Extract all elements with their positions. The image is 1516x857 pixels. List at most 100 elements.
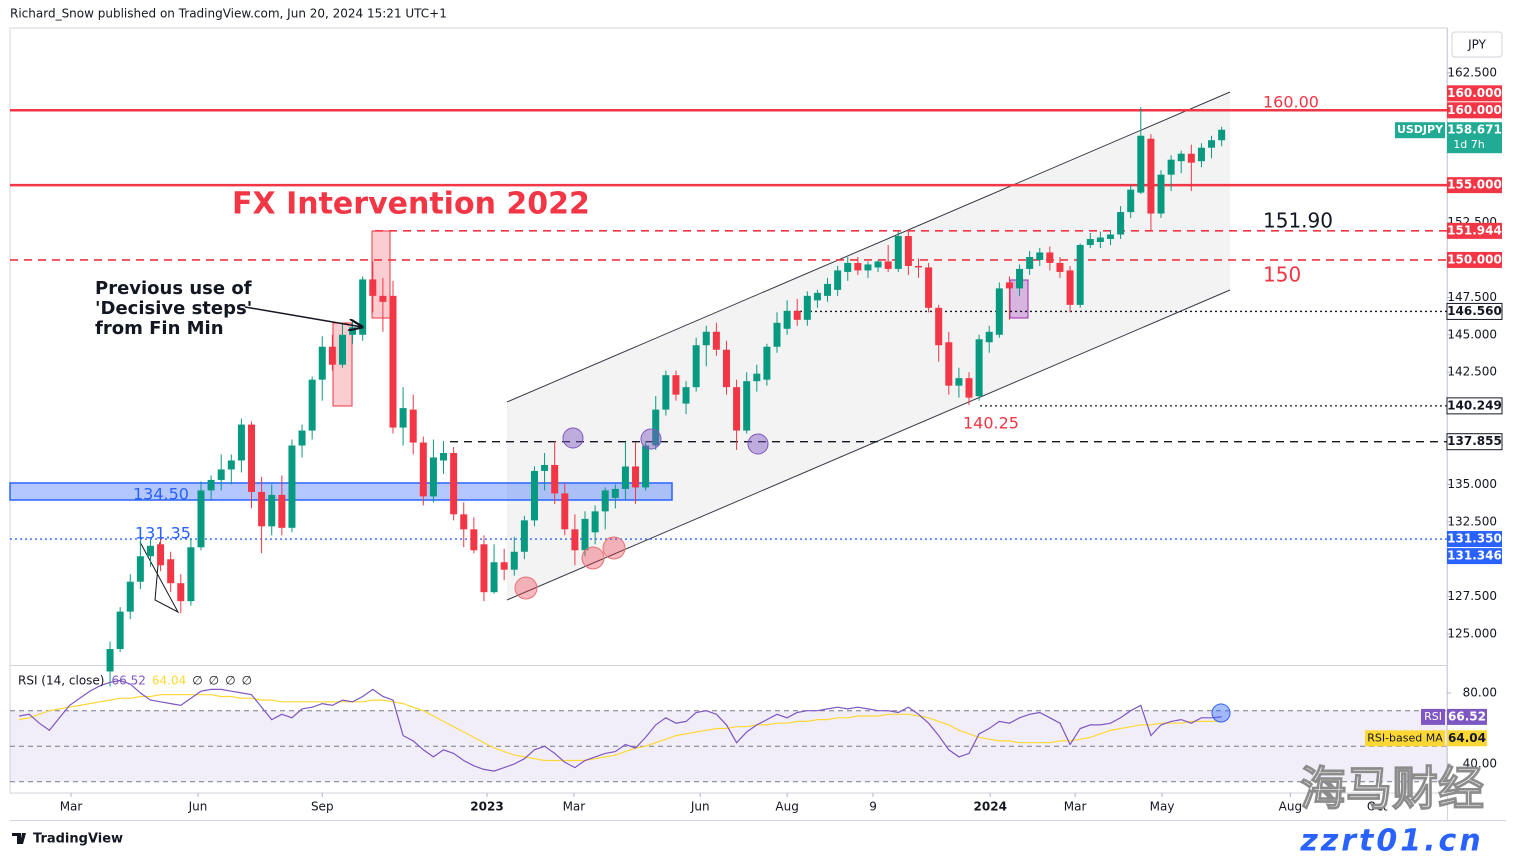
candle-body [157,544,165,566]
x-tick-label: Jun [690,800,710,814]
candle-body [1066,270,1074,305]
symbol-label-box [1395,122,1445,139]
currency-button[interactable] [1451,31,1503,58]
candle-body [834,270,842,290]
candle-body [419,442,427,497]
price-label: 150.000 [1447,252,1502,266]
candle-body [743,381,751,431]
touch-circle [747,433,769,455]
candle-body [429,457,437,497]
y-tick-label: 127.500 [1447,589,1497,603]
candle-body [1076,244,1084,305]
candle-body [884,261,892,269]
rsi-value: 64.04 [1448,731,1486,745]
candle-body [1016,268,1024,289]
touch-circle [581,546,605,570]
price-label-box [1446,433,1503,451]
candle-body [642,445,650,488]
candle-body [1187,153,1195,163]
candle-body [925,267,933,308]
candle-body [389,295,397,428]
candle-body [530,470,538,521]
candle-body [470,529,478,551]
candle-body [1106,234,1114,240]
price-label-box [1447,531,1502,548]
candle-body [914,265,922,268]
candle-body [1167,159,1175,175]
annotation-text: 160.00 [1263,93,1319,112]
candle-body [965,378,973,398]
candle-body [308,379,316,431]
touch-circle [602,536,626,560]
candle-body [733,387,741,431]
last-price: 158.671 [1447,123,1502,137]
candle-body [248,424,256,492]
price-label: 160.000 [1447,103,1502,117]
y-tick-label: 147.500 [1447,290,1497,304]
candle-body [237,424,245,461]
candle-body [1036,252,1044,260]
annotation-text: 140.25 [963,414,1019,433]
candle-body [813,292,821,301]
annotation-text: 151.90 [1263,209,1333,233]
candle-body [167,559,175,584]
candle-body [1197,147,1205,162]
x-tick-label: Jun [188,800,208,814]
candle-body [440,452,448,461]
candle-body [955,378,963,386]
candle-body [1157,174,1165,214]
candle-body [824,283,832,296]
x-tick-label: 2023 [470,800,503,814]
y-tick-label: 135.000 [1447,477,1497,491]
candle-body [611,488,619,498]
price-label-box [1447,102,1502,119]
candle-body [500,562,508,570]
candle-body [328,346,336,365]
support-zone [9,482,673,501]
candle-body [561,493,569,530]
annotation-text: 'Decisive steps' [95,298,252,319]
x-tick-label: Mar [563,800,586,814]
candle-body [258,491,266,527]
drawings-over: JPY Mar Jun Sep 2023 Mar Jun Aug 9 2024 Mar May Aug… [18,31,1503,814]
candle-body [379,295,387,302]
annotation-text: 131.35 [135,524,191,543]
candle-body [197,490,205,548]
annotation-text: from Fin Min [95,318,224,339]
candle-body [1005,282,1013,289]
annotation-text: FX Intervention 2022 [232,187,590,222]
marks [18,107,1226,772]
watermark-url: zzrt01.cn [1299,824,1483,857]
candle-body [551,464,559,494]
rsi-value-box [1447,730,1487,747]
highlight-box [371,230,391,319]
candle-body [1218,129,1226,141]
price-label: 151.944 [1447,223,1502,237]
candle-body [1127,189,1135,213]
drawings-under [9,91,1447,797]
candle-body [1137,135,1145,193]
candle-body [480,544,488,593]
candle-body [571,529,579,551]
candle-body [126,581,134,612]
candle-body [106,649,114,672]
rsi-y-tick-label: 40.00 [1463,757,1497,771]
price-label-box [1447,177,1502,194]
rsi-legend-value: 64.04 [152,674,186,688]
footer-brand: TradingView [33,832,123,847]
candle-body [722,349,730,388]
candle-body [682,387,690,404]
rsi-name-box [1365,730,1445,747]
symbol-label: USDJPY [1397,123,1444,136]
rsi-legend-extra: ∅ [192,674,202,688]
candle-body [217,469,225,480]
candle-body [773,322,781,347]
currency-label[interactable]: JPY [1467,38,1487,52]
candle-body [1096,237,1104,242]
candle-body [712,331,720,350]
countdown: 1d 7h [1453,138,1484,151]
rsi-value: 66.52 [1448,709,1486,723]
candle-body [268,494,276,527]
rsi-value-box [1447,708,1487,725]
